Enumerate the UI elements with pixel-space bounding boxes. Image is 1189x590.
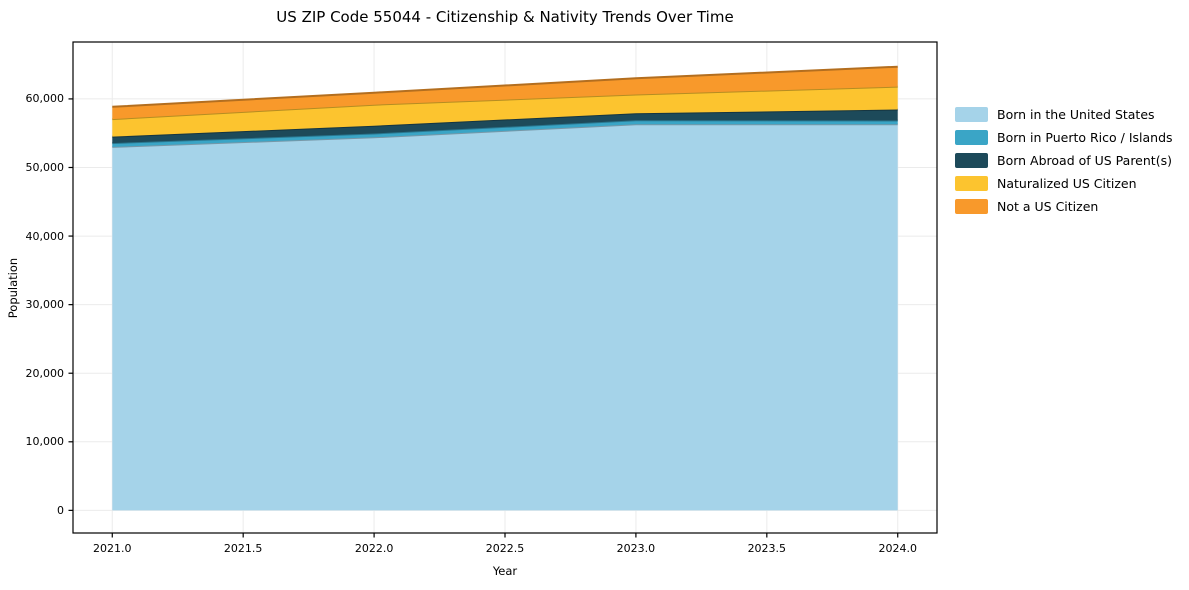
legend-swatch-icon (955, 153, 988, 168)
y-axis-label: Population (6, 257, 20, 319)
area-edge-4 (112, 65, 898, 108)
legend-row: Born in the United States (955, 106, 1173, 123)
area-not-a-us-citizen (112, 66, 898, 120)
chart-title: US ZIP Code 55044 - Citizenship & Nativi… (276, 8, 734, 26)
legend-label: Born in the United States (997, 107, 1155, 122)
legend-swatch-icon (955, 199, 988, 214)
legend-row: Not a US Citizen (955, 198, 1173, 215)
y-tick-label: 40,000 (25, 229, 65, 243)
x-axis-label: Year (492, 564, 518, 578)
area-born-in-puerto-rico-islands (112, 120, 898, 147)
area-born-in-the-united-states (112, 124, 898, 511)
x-tick-label: 2021.5 (223, 542, 263, 555)
y-tick-label: 50,000 (25, 160, 65, 174)
legend-label: Born Abroad of US Parent(s) (997, 153, 1172, 168)
y-tick-label: 10,000 (25, 435, 65, 449)
y-tick-label: 0 (57, 503, 64, 517)
legend-row: Born Abroad of US Parent(s) (955, 152, 1173, 169)
legend-label: Naturalized US Citizen (997, 176, 1137, 191)
legend-swatch-icon (955, 176, 988, 191)
legend-label: Not a US Citizen (997, 199, 1099, 214)
legend-label: Born in Puerto Rico / Islands (997, 130, 1173, 145)
legend-row: Born in Puerto Rico / Islands (955, 129, 1173, 146)
area-born-abroad-of-us-parent-s (112, 109, 898, 144)
x-tick-label: 2023.0 (616, 542, 656, 555)
legend-swatch-icon (955, 107, 988, 122)
legend-row: Naturalized US Citizen (955, 175, 1173, 192)
area-naturalized-us-citizen (112, 86, 898, 137)
x-tick-label: 2022.0 (354, 542, 394, 555)
y-tick-label: 30,000 (25, 298, 65, 312)
x-tick-label: 2024.0 (878, 542, 917, 555)
x-tick-label: 2022.5 (485, 542, 525, 555)
legend: Born in the United States Born in Puerto … (955, 106, 1173, 215)
x-tick-label: 2023.5 (747, 542, 787, 555)
y-tick-label: 60,000 (25, 92, 65, 106)
legend-swatch-icon (955, 130, 988, 145)
x-tick-label: 2021.0 (93, 542, 132, 555)
y-tick-label: 20,000 (25, 366, 65, 380)
